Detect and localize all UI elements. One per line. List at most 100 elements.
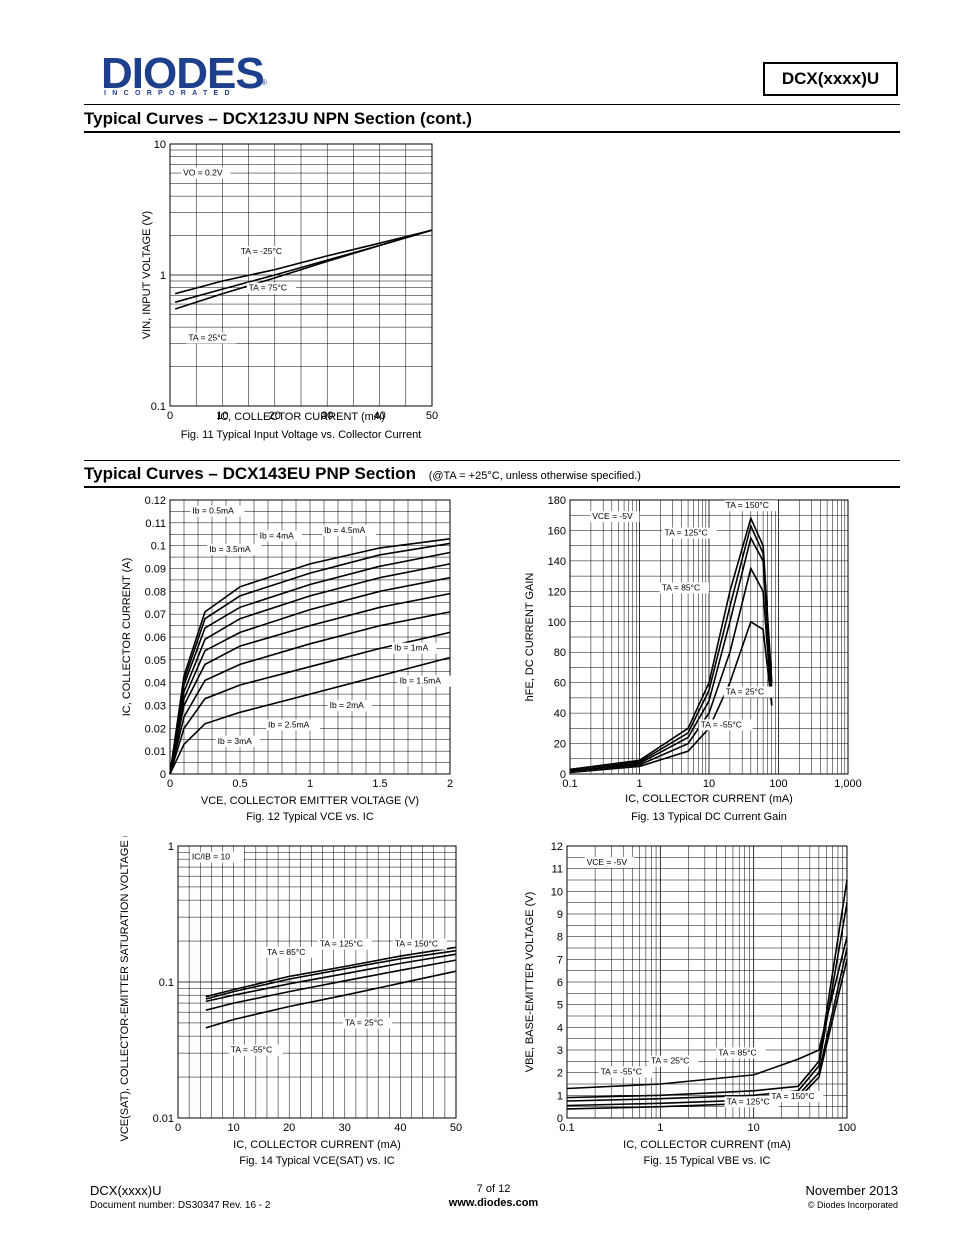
annotation-bg [215, 735, 260, 747]
series-line [169, 656, 451, 775]
y-tick-label: 6 [557, 977, 563, 989]
annotation-label: TA = 25°C [345, 1018, 383, 1028]
section2-title: Typical Curves – DCX143EU PNP Section [84, 464, 416, 483]
y-tick-label: 8 [557, 932, 563, 944]
annotation-bg [207, 544, 262, 556]
x-tick-label: 100 [838, 1122, 856, 1134]
annotation-bg [190, 505, 245, 517]
y-tick-label: 0.1 [151, 541, 166, 553]
annotation-bg [584, 857, 634, 869]
annotation-bg [317, 938, 372, 950]
annotation-label: TA = 85°C [718, 1047, 756, 1057]
annotation-label: TA = 150°C [726, 500, 769, 510]
x-axis-label: IC, COLLECTOR CURRENT (mA) [623, 1139, 791, 1151]
plot-frame [169, 143, 433, 407]
figure-caption: Fig. 13 Typical DC Current Gain [631, 811, 787, 823]
footer-part: DCX(xxxx)U [90, 1183, 162, 1198]
annotation-bg [322, 524, 376, 536]
part-number-box: DCX(xxxx)U [763, 62, 898, 96]
y-tick-label: 0.1 [159, 977, 174, 989]
section2-title-row: Typical Curves – DCX143EU PNP Section (@… [84, 464, 641, 484]
annotation-bg [246, 282, 296, 294]
series-line [169, 631, 451, 775]
y-tick-label: 0.1 [151, 401, 166, 413]
figure-caption: Fig. 11 Typical Input Voltage vs. Collec… [181, 429, 422, 441]
annotation-label: Ib = 4.5mA [324, 525, 366, 535]
annotation-label: VO = 0.2V [183, 167, 223, 177]
annotation-bg [186, 332, 236, 344]
y-tick-label: 0 [560, 769, 566, 781]
footer-page: 7 of 12 [476, 1183, 511, 1195]
annotation-label: Ib = 3.5mA [209, 544, 251, 554]
y-tick-label: 2 [557, 1068, 563, 1080]
annotation-label: VCE = -5V [592, 511, 633, 521]
y-tick-label: 0.02 [145, 723, 166, 735]
y-axis-label: IC, COLLECTOR CURRENT (A) [121, 558, 133, 717]
plot-frame [569, 499, 849, 775]
section1-top-rule [84, 104, 900, 105]
y-tick-label: 3 [557, 1045, 563, 1057]
annotation-bg [228, 1044, 283, 1056]
series-line [569, 515, 773, 771]
y-axis-label: VCE(SAT), COLLECTOR-EMITTER SATURATION V… [119, 836, 131, 1142]
series-line [569, 535, 773, 772]
x-tick-label: 0.1 [559, 1122, 574, 1134]
x-tick-label: 0 [175, 1122, 181, 1134]
annotation-bg [266, 719, 320, 731]
x-tick-label: 50 [426, 410, 438, 422]
y-tick-label: 0.04 [145, 678, 166, 690]
series-line [205, 953, 457, 1003]
annotation-bg [723, 500, 778, 512]
annotation-label: TA = -55°C [601, 1066, 642, 1076]
chart-fig14: 0 10 20 30 40 50 0.01 0.1 1 IC, COLLECTOR CURRENT… [119, 836, 462, 1167]
y-axis-label: hFE, DC CURRENT GAIN [524, 573, 536, 702]
figure-caption: Fig. 15 Typical VBE vs. IC [644, 1155, 771, 1167]
footer-docnum: Document number: DS30347 Rev. 16 - 2 [90, 1200, 271, 1211]
annotation-label: Ib = 1mA [394, 643, 429, 653]
section1-bottom-rule [84, 131, 900, 133]
annotation-bg [342, 1017, 392, 1029]
y-tick-label: 0 [160, 769, 166, 781]
x-axis-label: IC, COLLECTOR CURRENT (mA) [625, 793, 793, 805]
y-tick-label: 10 [154, 139, 166, 151]
chart-fig13: 0.1 1 10 100 1,000 0 20 40 60 80 100 120 140 160 180 IC… [524, 495, 862, 823]
annotation-label: TA = -55°C [701, 719, 742, 729]
series-line [169, 592, 451, 775]
y-tick-label: 180 [548, 495, 566, 507]
footer-url[interactable]: www.diodes.com [448, 1197, 539, 1209]
x-tick-label: 0 [167, 778, 173, 790]
annotation-label: TA = 25°C [188, 333, 226, 343]
y-tick-label: 5 [557, 1000, 563, 1012]
annotation-label: TA = -25°C [241, 246, 282, 256]
logo-text: DIODES [101, 49, 265, 98]
series-line [169, 611, 451, 775]
annotation-label: Ib = 2.5mA [268, 719, 310, 729]
x-tick-label: 10 [748, 1122, 760, 1134]
y-tick-label: 160 [548, 525, 566, 537]
annotation-label: Ib = 2mA [330, 700, 365, 710]
x-tick-label: 1.5 [372, 778, 387, 790]
x-tick-label: 100 [769, 778, 787, 790]
annotation-label: TA = 75°C [249, 283, 287, 293]
series-line [174, 229, 433, 310]
annotation-label: TA = -55°C [231, 1045, 272, 1055]
x-tick-label: 1 [657, 1122, 663, 1134]
x-tick-label: 30 [321, 410, 333, 422]
annotation-bg [392, 642, 437, 654]
annotation-bg [723, 686, 773, 698]
series-line [169, 576, 451, 775]
y-axis-label: VBE, BASE-EMITTER VOLTAGE (V) [524, 892, 536, 1073]
annotation-bg [397, 675, 452, 687]
y-tick-label: 20 [554, 739, 566, 751]
y-tick-label: 60 [554, 678, 566, 690]
chart-fig12: 0 0.5 1 1.5 2 0 0.01 0.02 0.03 0.04 0.05 0.06 0.07 0.… [121, 495, 453, 823]
annotation-label: IC/IB = 10 [192, 852, 230, 862]
annotation-bg [264, 946, 315, 958]
y-tick-label: 0.12 [145, 495, 166, 507]
annotation-label: VCE = -5V [587, 857, 628, 867]
annotation-label: Ib = 0.5mA [192, 506, 234, 516]
y-tick-label: 1 [557, 1090, 563, 1102]
y-tick-label: 1 [168, 841, 174, 853]
section2-note: (@TA = +25°C, unless otherwise specified… [428, 470, 641, 482]
x-tick-label: 10 [216, 410, 228, 422]
